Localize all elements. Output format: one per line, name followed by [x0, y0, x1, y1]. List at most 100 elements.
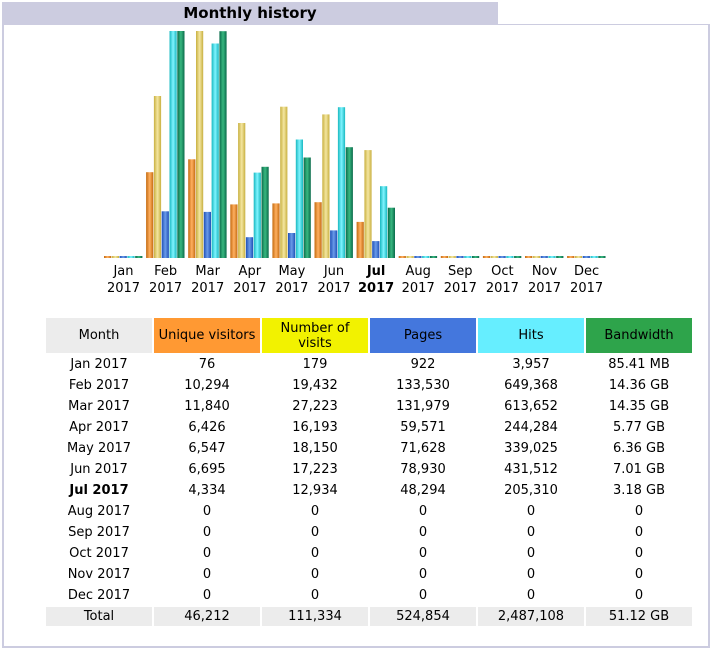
cell-visitors: 0 [202, 525, 212, 540]
cell-bandwidth: 0 [634, 546, 644, 561]
cell-bandwidth: 85.41 MB [608, 357, 670, 372]
monthly-history-chart: Jan 2017 Feb 2017 Mar 2017 Apr 2017 May 2017 Jun 20… [104, 31, 606, 296]
cell-pages: 0 [418, 504, 428, 519]
cell-hits: 0 [526, 504, 536, 519]
bar-pages-nov [540, 256, 548, 258]
cell-visits: 179 [302, 357, 328, 372]
col-header-number-of-visits: Number of visits [262, 318, 368, 353]
table-row: Feb 2017 10,294 19,432 133,530 649,368 14.36 … [46, 376, 692, 395]
table-row: Nov 2017 0 0 0 0 0 [46, 565, 692, 584]
cell-visits: 19,432 [292, 378, 338, 393]
bar-bandwidth-mar [219, 31, 227, 259]
table-row: Sep 2017 0 0 0 0 0 [46, 523, 692, 542]
x-tick-month: Apr [239, 264, 262, 279]
cell-month: Feb 2017 [68, 378, 130, 393]
table-row: Apr 2017 6,426 16,193 59,571 244,284 5.77 GB [46, 418, 692, 437]
bar-pages-may [288, 233, 296, 258]
bar-pages-jul [372, 241, 380, 258]
monthly-history-panel [2, 24, 710, 648]
cell-month: Sep 2017 [68, 525, 130, 540]
bar-unique-visitors-apr [230, 204, 238, 258]
table-row: Mar 2017 11,840 27,223 131,979 613,652 14.35 … [46, 397, 692, 416]
x-tick-year: 2017 [528, 281, 561, 296]
x-tick-year: 2017 [317, 281, 350, 296]
cell-month: May 2017 [66, 441, 132, 456]
cell-visitors: 11,840 [184, 399, 230, 414]
cell-hits: 244,284 [504, 420, 558, 435]
bar-pages-dec [582, 256, 590, 258]
cell-hits: 0 [526, 567, 536, 582]
cell-bandwidth: 0 [634, 567, 644, 582]
cell-hits: 0 [526, 588, 536, 603]
cell-visitors: 76 [198, 357, 216, 372]
bar-unique-visitors-jan [104, 256, 112, 258]
bar-bandwidth-aug [429, 256, 438, 258]
table-header-row: Month Unique visitors Number of visits P… [46, 318, 692, 353]
cell-hits: 205,310 [504, 483, 558, 498]
cell-pages: 78,930 [400, 462, 446, 477]
cell-bandwidth: 7.01 GB [612, 462, 666, 477]
cell-bandwidth: 0 [634, 504, 644, 519]
cell-pages: 524,854 [370, 607, 476, 626]
x-tick-month: May [278, 264, 305, 279]
cell-bandwidth: 5.77 GB [612, 420, 666, 435]
x-tick-month: Nov [532, 264, 558, 279]
x-tick-year: 2017 [149, 281, 182, 296]
x-tick-year: 2017 [191, 281, 224, 296]
bar-pages-apr [245, 237, 254, 258]
table-row: Jul 2017 4,334 12,934 48,294 205,310 3.18 GB [46, 481, 692, 500]
cell-month: Nov 2017 [67, 567, 131, 582]
cell-visits: 0 [310, 525, 320, 540]
x-tick-month: Aug [406, 264, 431, 279]
cell-visitors: 6,547 [188, 441, 226, 456]
cell-hits: 339,025 [504, 441, 558, 456]
bar-unique-visitors-aug [398, 256, 406, 258]
x-tick-year: 2017 [107, 281, 140, 296]
x-tick-month: Jun [323, 264, 344, 279]
cell-month: Mar 2017 [68, 399, 130, 414]
table-row: Aug 2017 0 0 0 0 0 [46, 502, 692, 521]
x-tick-year: 2017 [570, 281, 603, 296]
cell-hits: 613,652 [504, 399, 558, 414]
bar-unique-visitors-sep [440, 256, 448, 258]
cell-pages: 59,571 [400, 420, 446, 435]
x-tick-year: 2017 [275, 281, 308, 296]
cell-visitors: 6,426 [188, 420, 226, 435]
cell-bandwidth: 0 [634, 525, 644, 540]
x-tick-month: Jul [366, 264, 386, 279]
bar-bandwidth-feb [177, 31, 185, 258]
bar-hits-jun [337, 107, 346, 258]
bar-bandwidth-jul [387, 207, 395, 258]
bar-hits-jul [380, 186, 388, 258]
col-header-hits: Hits [478, 318, 584, 353]
bar-bandwidth-sep [472, 256, 480, 258]
cell-visits: 0 [310, 588, 320, 603]
bar-number-of-visits-aug [406, 256, 414, 258]
cell-hits: 431,512 [504, 462, 558, 477]
bar-number-of-visits-jul [364, 150, 372, 258]
cell-month: Jun 2017 [70, 462, 128, 477]
cell-visits: 17,223 [292, 462, 338, 477]
cell-month: Apr 2017 [69, 420, 129, 435]
table-row: May 2017 6,547 18,150 71,628 339,025 6.36 GB [46, 439, 692, 458]
x-tick-month: Oct [491, 264, 513, 279]
x-tick-month: Jan [112, 264, 133, 279]
bar-pages-aug [414, 256, 422, 258]
col-header-pages: Pages [370, 318, 476, 353]
x-tick-month: Sep [448, 264, 473, 279]
cell-visitors: 4,334 [188, 483, 226, 498]
x-tick-month: Mar [195, 264, 220, 279]
bar-bandwidth-nov [556, 256, 564, 258]
col-header-month: Month [46, 318, 152, 353]
bar-bandwidth-may [303, 157, 311, 258]
cell-visitors: 0 [202, 546, 212, 561]
bar-pages-oct [498, 256, 506, 258]
table-row: Dec 2017 0 0 0 0 0 [46, 586, 692, 605]
bar-number-of-visits-mar [196, 31, 204, 258]
x-tick-month: Feb [154, 264, 177, 279]
table-row: Jan 2017 76 179 922 3,957 85.41 MB [46, 355, 692, 374]
cell-hits: 3,957 [512, 357, 550, 372]
cell-pages: 0 [418, 546, 428, 561]
cell-hits: 649,368 [504, 378, 558, 393]
bar-number-of-visits-nov [532, 256, 540, 258]
